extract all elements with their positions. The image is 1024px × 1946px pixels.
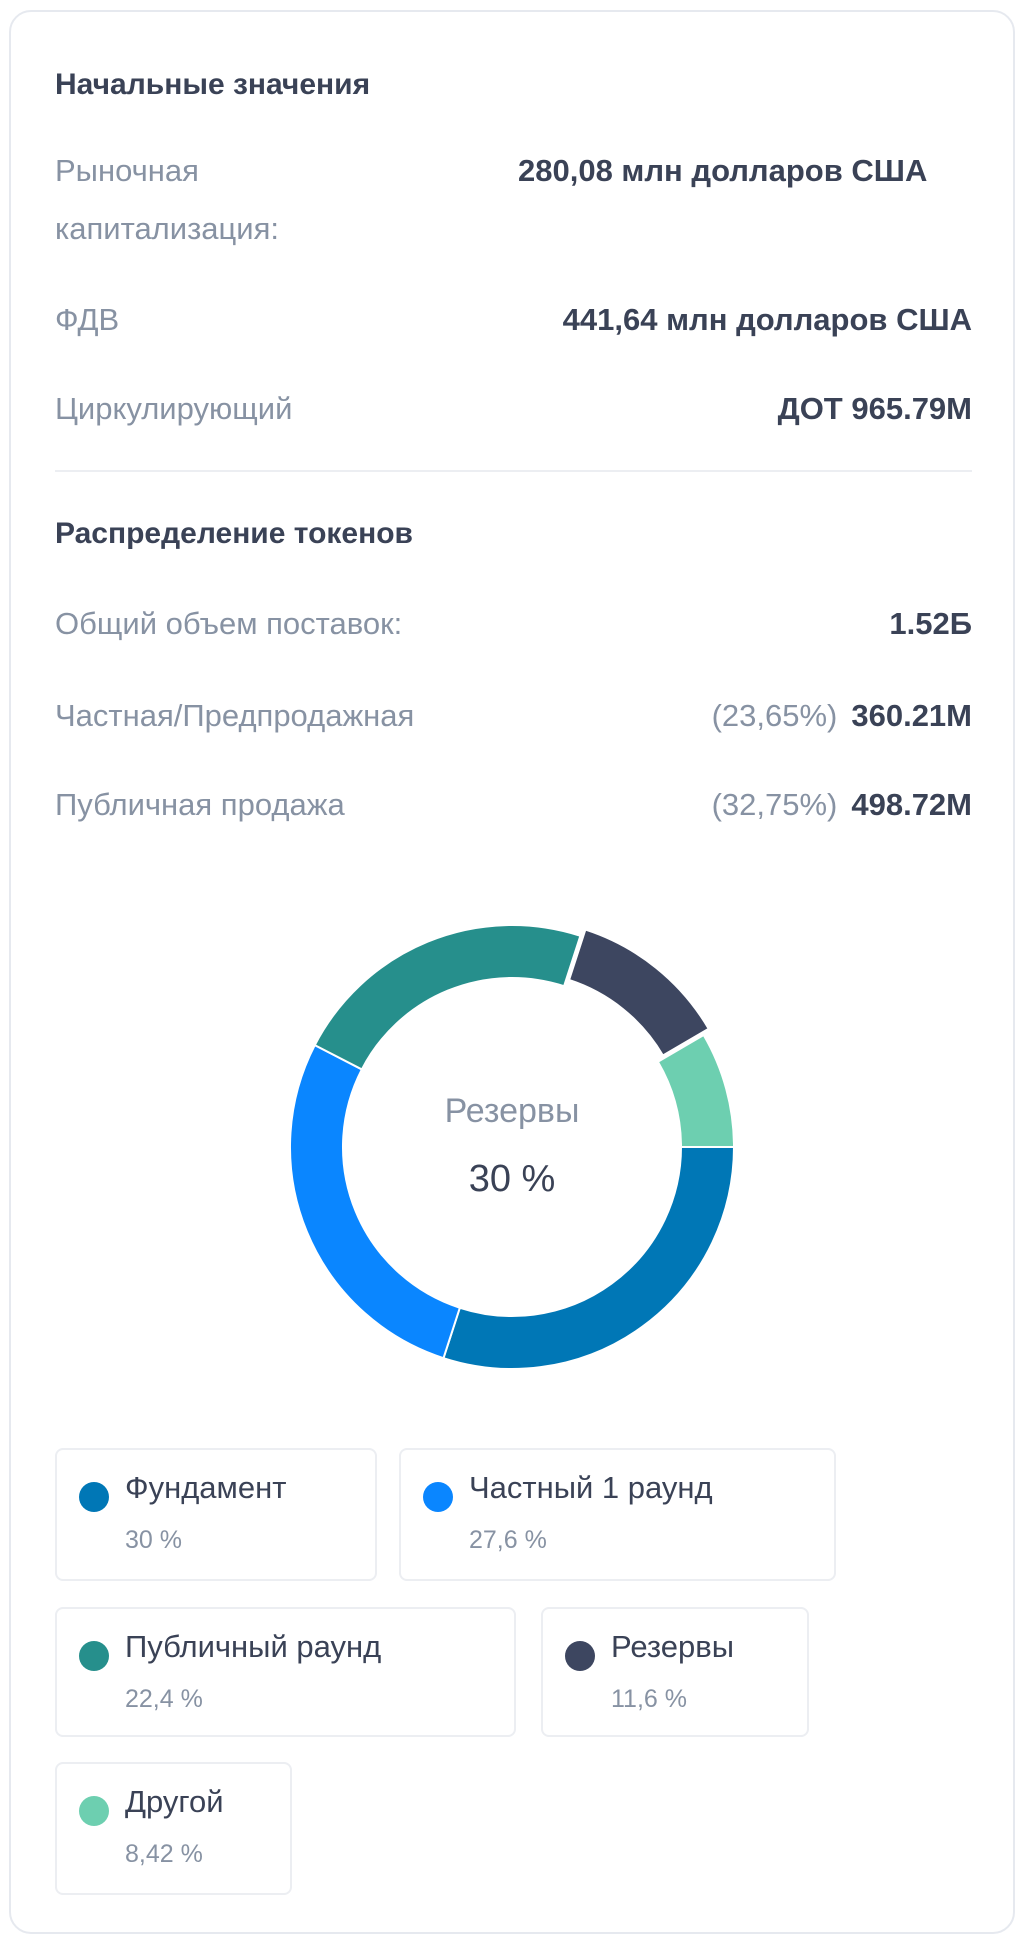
donut-slice-4[interactable] xyxy=(656,1033,736,1148)
legend-label: Другой xyxy=(125,1784,224,1819)
private-sale-amount: 360.21M xyxy=(851,698,972,733)
market-cap-label: Рыночная капитализация: xyxy=(55,153,280,246)
public-sale-amount: 498.72M xyxy=(851,787,972,822)
legend-dot-icon xyxy=(79,1641,109,1671)
total-supply-label: Общий объем поставок: xyxy=(55,606,403,641)
legend-dot-icon xyxy=(79,1796,109,1826)
legend-dot-icon xyxy=(79,1482,109,1512)
circulating-value: ДОТ 965.79M xyxy=(777,391,972,426)
donut-slice-2[interactable] xyxy=(313,924,582,1071)
divider xyxy=(55,470,972,472)
legend-dot-icon xyxy=(565,1641,595,1671)
donut-center-value: 30 % xyxy=(468,1158,556,1200)
donut-center-label: Резервы xyxy=(444,1092,580,1130)
total-supply-value: 1.52Б xyxy=(889,606,972,641)
public-sale-value: (32,75%) 498.72M xyxy=(712,776,972,834)
legend-dot-icon xyxy=(423,1482,453,1512)
legend-value: 27,6 % xyxy=(469,1526,547,1554)
legend-item-foundation[interactable]: Фундамент 30 % xyxy=(55,1448,377,1581)
fdv-label: ФДВ xyxy=(55,302,120,337)
legend-item-private-round[interactable]: Частный 1 раунд 27,6 % xyxy=(399,1448,836,1581)
token-info-card xyxy=(9,10,1015,1934)
market-cap-value: 280,08 млн долларов США xyxy=(518,153,928,188)
legend-item-public-round[interactable]: Публичный раунд 22,4 % xyxy=(55,1607,516,1737)
legend-label: Частный 1 раунд xyxy=(469,1470,713,1505)
distribution-title: Распределение токенов xyxy=(55,517,413,550)
legend-label: Публичный раунд xyxy=(125,1629,382,1664)
legend-value: 11,6 % xyxy=(611,1685,687,1713)
private-sale-label: Частная/Предпродажная xyxy=(55,698,415,733)
legend-value: 22,4 % xyxy=(125,1685,203,1713)
legend-value: 30 % xyxy=(125,1526,182,1554)
legend-label: Резервы xyxy=(611,1629,734,1664)
legend-label: Фундамент xyxy=(125,1470,287,1505)
public-sale-pct: (32,75%) xyxy=(711,787,838,822)
circulating-label: Циркулирующий xyxy=(55,391,293,426)
legend-item-other[interactable]: Другой 8,42 % xyxy=(55,1762,292,1895)
token-distribution-donut[interactable] xyxy=(262,897,762,1397)
private-sale-pct: (23,65%) xyxy=(711,698,838,733)
private-sale-value: (23,65%) 360.21M xyxy=(712,687,972,745)
public-sale-label: Публичная продажа xyxy=(55,787,345,822)
fdv-value: 441,64 млн долларов США xyxy=(562,302,972,337)
initial-values-title: Начальные значения xyxy=(55,68,371,101)
donut-slice-3[interactable] xyxy=(567,928,711,1057)
legend-value: 8,42 % xyxy=(125,1840,203,1868)
legend-item-reserves[interactable]: Резервы 11,6 % xyxy=(541,1607,809,1737)
